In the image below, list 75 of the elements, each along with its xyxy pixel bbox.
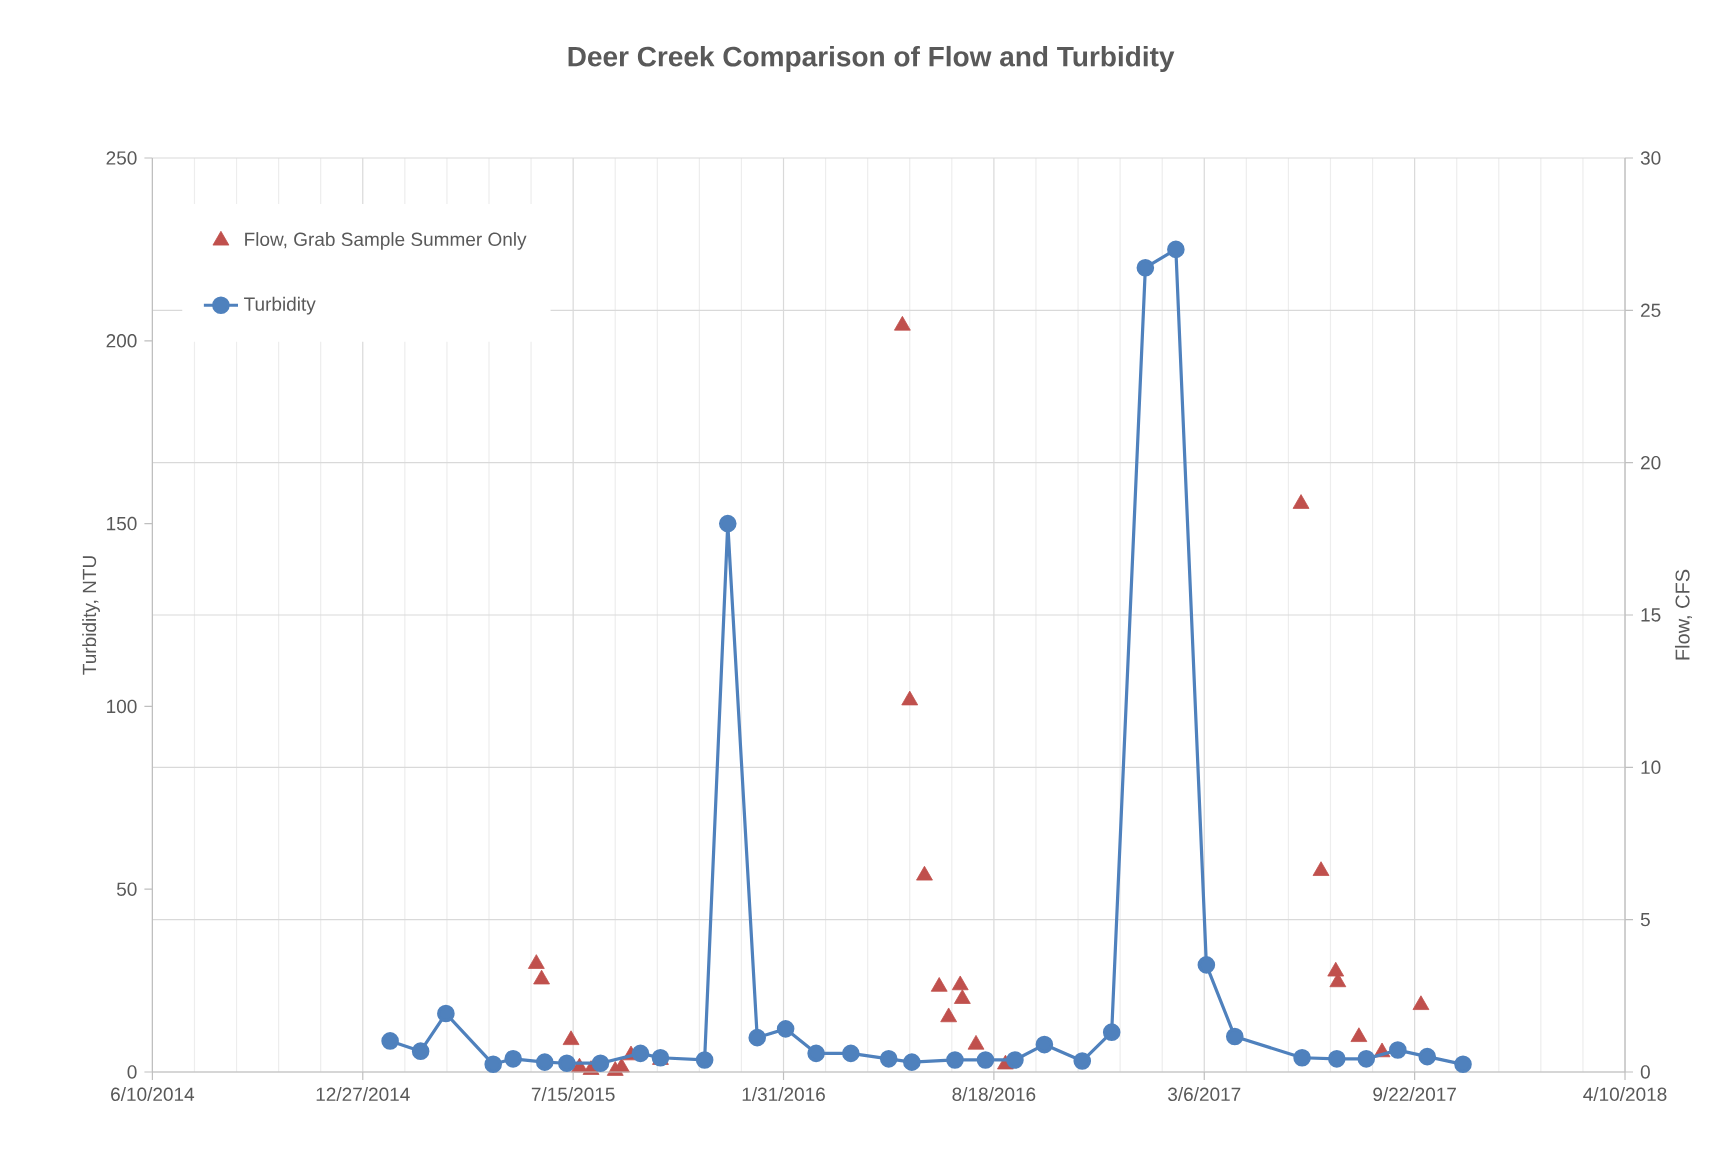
point [1167,240,1185,259]
point [504,1050,522,1068]
point [718,514,737,533]
x-tick-label: 6/10/2014 [111,1087,195,1102]
legend-label: Flow, Grab Sample Summer Only [245,232,527,250]
x-tick-label: 4/10/2018 [1583,1087,1667,1102]
point [1102,1023,1121,1041]
point [631,1044,650,1063]
point [776,1020,795,1038]
point [484,1055,503,1074]
point [1293,1048,1311,1067]
point [842,1044,860,1063]
point [1327,961,1345,977]
y-tick-label: 150 [107,516,137,531]
x-tick-label: 1/31/2016 [742,1087,825,1102]
y2-tick-label: 0 [1640,1065,1650,1079]
point [558,1054,576,1073]
point [951,975,969,991]
x-tick-label: 8/18/2016 [952,1087,1036,1102]
x-tick-label: 7/15/2015 [531,1087,615,1102]
y-tick-label: 200 [106,334,137,348]
point [562,1030,580,1046]
x-tick-label: 9/22/2017 [1373,1087,1456,1102]
point [807,1044,825,1063]
legend-label: Turbidity [244,296,316,315]
point [916,865,933,881]
point [1312,861,1330,876]
point [1197,956,1216,974]
point [1225,1027,1244,1046]
point [1328,1050,1346,1068]
point [437,1004,455,1023]
y-tick-label: 0 [127,1065,137,1079]
point [1035,1035,1054,1054]
y-tick-label: 100 [107,699,137,714]
point [1136,258,1155,277]
point [748,1028,767,1047]
point [527,954,545,969]
point [930,977,948,992]
y2-tick-label: 20 [1641,455,1661,470]
y2-tick-label: 15 [1641,608,1661,622]
point [946,1051,964,1069]
y-axis-title: Turbidity, NTU [82,556,100,675]
x-tick-label: 3/6/2017 [1168,1087,1241,1102]
point [894,315,911,331]
x-tick-label: 12/27/2014 [316,1087,410,1102]
point [1073,1052,1092,1070]
point [976,1051,995,1069]
point [967,1034,985,1050]
point [1350,1027,1368,1042]
point [879,1050,898,1068]
point [1006,1051,1024,1069]
y2-tick-label: 25 [1641,303,1661,318]
point [1454,1055,1472,1074]
point [411,1042,430,1060]
y2-tick-label: 5 [1640,913,1650,927]
point [591,1054,610,1073]
point [953,989,971,1004]
point [1412,995,1430,1010]
point [1389,1041,1407,1059]
point [381,1032,399,1050]
point [695,1051,714,1069]
chart-title: Deer Creek Comparison of Flow and Turbidity [568,45,1175,73]
point [1292,494,1310,509]
y2-axis-title: Flow, CFS [1674,569,1693,660]
point [1418,1047,1437,1066]
y2-tick-label: 10 [1641,760,1661,775]
y-tick-label: 50 [116,882,137,896]
point [903,1053,921,1071]
point [940,1007,958,1023]
point [1357,1050,1376,1068]
point [901,690,919,706]
point [533,969,550,985]
y-tick-label: 250 [106,151,137,165]
y2-tick-label: 30 [1640,151,1661,165]
point [535,1053,554,1071]
